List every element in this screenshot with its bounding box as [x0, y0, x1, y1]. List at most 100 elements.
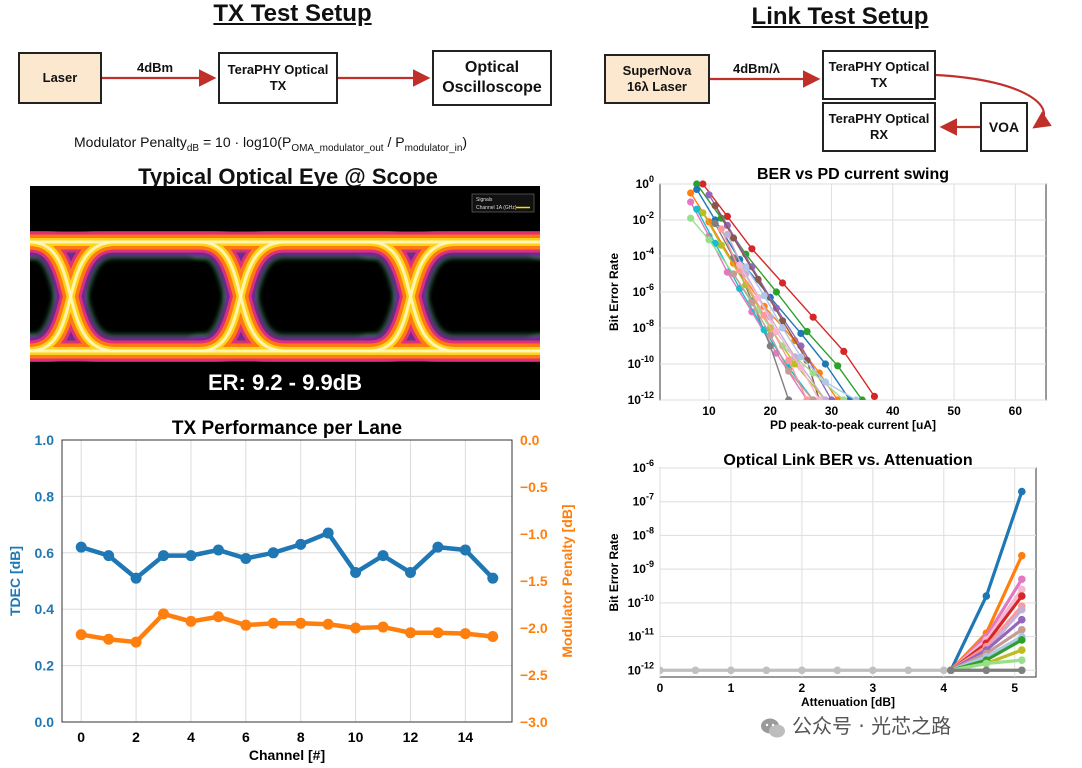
tx-point-0: [295, 538, 307, 550]
att-point-12: [1018, 656, 1026, 664]
att-baseline-point: [869, 666, 877, 675]
supernova-line2: 16λ Laser: [627, 79, 687, 94]
tx-x-tick: 4: [187, 729, 195, 745]
tx-x-tick: 10: [348, 729, 364, 745]
modulator-penalty-formula: Modulator PenaltydB = 10 · log10(POMA_mo…: [74, 134, 467, 154]
pd-point-13: [754, 293, 762, 301]
watermark: 公众号 · 光芯之路: [760, 710, 951, 739]
wechat-icon: [760, 717, 786, 739]
link-tx-box: TeraPHY Optical TX: [822, 50, 936, 100]
pd-point-1: [834, 362, 842, 370]
pd-point-0: [748, 245, 756, 253]
tx-y-right-tick: −1.5: [520, 573, 548, 589]
att-point-0: [1018, 487, 1026, 496]
pd-point-10: [809, 369, 817, 377]
pd-series-line-9: [696, 208, 814, 400]
tx-point-0: [267, 547, 279, 559]
pd-series-line-4: [708, 194, 833, 400]
formula-lhs-sub: dB: [186, 142, 200, 154]
pd-point-14: [785, 367, 793, 375]
tx-y-right-tick: −3.0: [520, 714, 548, 730]
tx-y-tick: 0.2: [35, 658, 55, 674]
tx-y-tick: 0.6: [35, 545, 55, 561]
tx-y-right-tick: −2.5: [520, 667, 548, 683]
tx-x-tick: 2: [132, 729, 140, 745]
tx-point-1: [404, 627, 416, 639]
pd-point-4: [705, 191, 713, 199]
pd-x-label: PD peak-to-peak current [uA]: [770, 418, 936, 432]
tx-setup-arrows: [102, 69, 431, 87]
att-point-6: [1018, 605, 1026, 614]
link-tx-line1: TeraPHY Optical: [828, 59, 930, 74]
pd-point-15: [797, 353, 805, 361]
eye-core-white-2: [30, 240, 540, 353]
att-baseline-point: [660, 666, 664, 675]
tx-point-1: [267, 617, 279, 629]
pd-point-15: [760, 292, 768, 300]
tx-point-0: [487, 572, 499, 584]
pd-point-1: [858, 396, 866, 400]
pd-y-tick: 10-6: [633, 282, 654, 299]
eye-core-white-3: [30, 240, 540, 353]
tx-point-0: [130, 572, 142, 584]
pd-x-tick: 30: [825, 404, 839, 418]
pd-series-line-6: [690, 201, 808, 400]
tx-x-tick: 6: [242, 729, 250, 745]
att-y-tick: 10-10: [628, 593, 654, 610]
formula-slash: / P: [383, 134, 405, 150]
tx-arrow-label: 4dBm: [137, 60, 174, 75]
pd-point-12: [723, 230, 731, 238]
tx-point-0: [322, 527, 334, 539]
eye-diagram-svg: Signals Channel 1A (GHz): [30, 193, 540, 368]
formula-mid: = 10 · log10(P: [199, 134, 292, 150]
tx-point-0: [377, 550, 389, 562]
att-point-0: [982, 592, 991, 600]
tx-y-right-tick: −2.0: [520, 620, 548, 636]
tx-point-1: [130, 636, 142, 648]
formula-num-sub: OMA_modulator_out: [291, 142, 384, 154]
tx-x-tick: 0: [77, 729, 85, 745]
ber-pd-chart: BER vs PD current swing 10 20 30 40 50 60 100 10…: [607, 166, 1047, 432]
tx-chart-title: TX Performance per Lane: [172, 418, 402, 439]
pd-point-12: [821, 396, 830, 400]
tx-plot-frame: [61, 439, 513, 723]
pd-point-13: [797, 364, 805, 372]
att-point-1: [1018, 551, 1026, 560]
pd-x-tick: 10: [702, 404, 716, 418]
teraphy-tx-line2: TX: [269, 78, 287, 93]
pd-point-13: [736, 261, 744, 269]
tx-point-0: [404, 567, 416, 579]
tx-y-right-tick: −0.5: [520, 479, 548, 495]
supernova-line1: SuperNova: [622, 63, 692, 78]
pd-point-0: [840, 347, 848, 355]
voa-label: VOA: [988, 119, 1020, 135]
pd-point-8: [742, 281, 750, 289]
pd-point-14: [766, 331, 774, 339]
pd-point-14: [809, 396, 817, 400]
oscilloscope-line2: Oscilloscope: [442, 79, 542, 96]
link-rx-line1: TeraPHY Optical: [828, 111, 930, 126]
tx-point-1: [487, 630, 499, 642]
pd-x-tick: 60: [1009, 404, 1023, 418]
tx-point-1: [185, 615, 197, 627]
pd-x-tick: 20: [764, 404, 778, 418]
pd-point-7: [785, 396, 793, 400]
arrow-tx-to-voa: [935, 73, 1052, 129]
att-point-4: [1018, 592, 1026, 600]
att-baseline-point: [691, 666, 700, 675]
tx-series-line-1: [80, 611, 494, 645]
tx-point-1: [103, 633, 115, 645]
pd-y-tick: 10-12: [628, 390, 654, 407]
tx-y-right-tick: −1.0: [520, 526, 548, 542]
pd-point-5: [778, 317, 787, 325]
att-x-tick: 1: [728, 681, 735, 695]
att-plot-frame: [659, 467, 1037, 678]
tx-point-0: [350, 567, 362, 579]
tx-point-1: [322, 618, 334, 630]
tx-y-tick: 0.8: [35, 488, 55, 504]
pd-x-tick: 40: [886, 404, 900, 418]
tx-y-label: TDEC [dB]: [7, 546, 23, 616]
tx-series-line-0: [80, 530, 495, 581]
tx-point-0: [212, 544, 224, 556]
pd-point-1: [803, 328, 811, 336]
